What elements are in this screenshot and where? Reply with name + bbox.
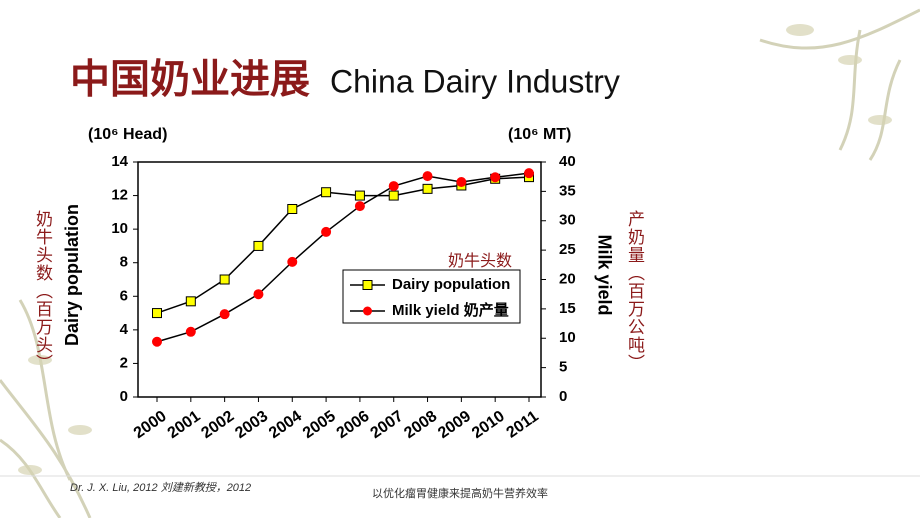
y2-tick-label: 40 xyxy=(559,153,576,170)
series-line xyxy=(156,176,530,314)
y2-tick-label: 25 xyxy=(559,241,576,258)
data-point xyxy=(354,201,365,212)
y2-axis-label: Milk yield xyxy=(594,234,614,315)
y-tick-label: 12 xyxy=(111,187,128,204)
legend-label: Dairy population xyxy=(392,276,510,293)
y-tick-label: 8 xyxy=(120,254,128,271)
x-tick-label: 2001 xyxy=(165,408,204,442)
data-point xyxy=(287,256,298,267)
x-tick-label: 2008 xyxy=(401,408,440,442)
y2-tick-label: 20 xyxy=(559,270,576,287)
x-tick-label: 2000 xyxy=(131,408,170,442)
data-point xyxy=(422,183,433,194)
x-tick-label: 2005 xyxy=(300,408,339,442)
y-tick-label: 2 xyxy=(120,354,128,371)
data-point xyxy=(152,308,162,319)
y-tick-label: 0 xyxy=(120,388,128,405)
left-unit: (10⁶ Head) xyxy=(88,126,167,143)
data-point xyxy=(152,336,162,347)
data-point xyxy=(253,240,264,251)
y2-tick-label: 15 xyxy=(559,300,576,317)
legend-label: Milk yield 奶产量 xyxy=(392,301,509,319)
x-tick-label: 2010 xyxy=(469,408,508,442)
data-point xyxy=(219,274,230,285)
x-tick-label: 2004 xyxy=(266,408,305,442)
y2-tick-label: 30 xyxy=(559,212,576,229)
y-tick-label: 6 xyxy=(120,287,128,304)
data-point xyxy=(354,190,365,201)
data-point xyxy=(321,187,332,198)
data-point xyxy=(490,172,501,183)
y-tick-label: 14 xyxy=(111,153,128,170)
citation: Dr. J. X. Liu, 2012 刘建新教授，2012 xyxy=(70,481,251,494)
y2-tick-label: 0 xyxy=(559,388,567,405)
y2-tick-label: 35 xyxy=(559,182,576,199)
x-tick-label: 2009 xyxy=(435,408,474,442)
legend-marker xyxy=(363,306,372,316)
y-tick-label: 10 xyxy=(111,220,128,237)
x-tick-label: 2011 xyxy=(504,408,542,442)
data-point xyxy=(321,226,332,237)
y-axis-label: Dairy population xyxy=(62,204,82,346)
x-tick-label: 2006 xyxy=(334,408,373,442)
x-tick-label: 2007 xyxy=(368,408,407,442)
y-axis-label-cn: 奶牛头数（百万头） xyxy=(32,210,52,372)
data-point xyxy=(185,296,196,307)
y-tick-label: 4 xyxy=(120,321,129,338)
y2-tick-label: 10 xyxy=(559,329,576,346)
title-cn: 中国奶业进展 xyxy=(70,58,310,102)
y2-axis-label-cn: 产奶量（百万公吨） xyxy=(624,210,644,372)
legend-marker xyxy=(362,280,373,290)
right-unit: (10⁶ MT) xyxy=(508,126,571,143)
data-point xyxy=(287,204,298,214)
annotation: 奶牛头数 xyxy=(448,252,512,270)
legend-box xyxy=(342,269,521,324)
data-point xyxy=(524,168,534,179)
y2-tick-label: 5 xyxy=(559,359,567,376)
data-point xyxy=(219,309,230,320)
data-point xyxy=(422,171,433,182)
title-en: China Dairy Industry xyxy=(330,63,620,99)
x-tick-label: 2002 xyxy=(198,408,237,442)
data-point xyxy=(388,181,399,192)
data-point xyxy=(253,289,264,300)
x-tick-label: 2003 xyxy=(232,408,271,442)
series-line xyxy=(156,172,530,343)
data-point xyxy=(388,190,399,201)
caption: 以优化瘤胃健康来提高奶牛营养效率 xyxy=(372,486,548,500)
data-point xyxy=(456,176,467,187)
data-point xyxy=(185,326,196,337)
leaf-decoration xyxy=(18,24,892,475)
